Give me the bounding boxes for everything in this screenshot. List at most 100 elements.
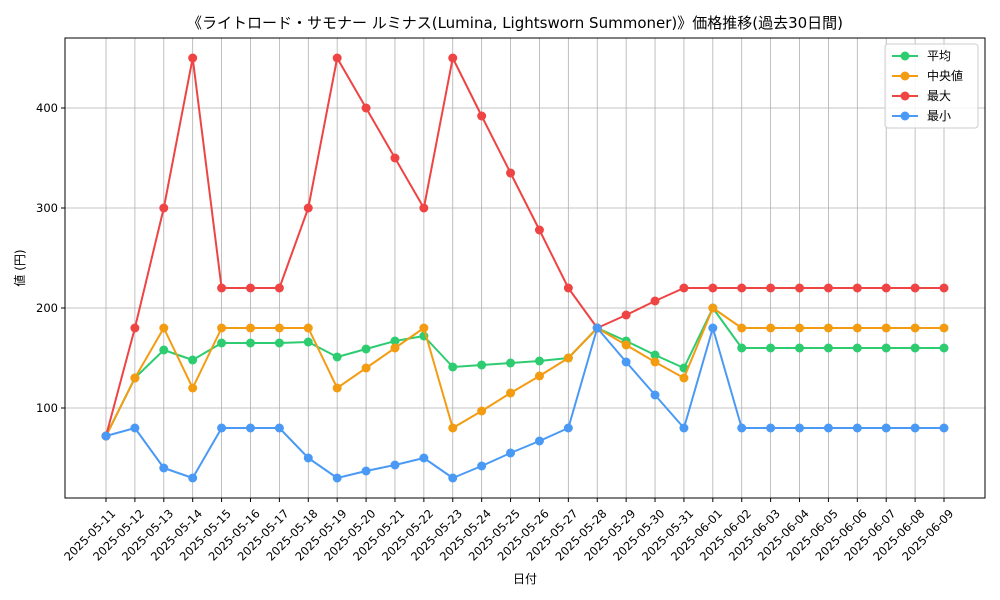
y-axis-label: 値 (円) [12, 249, 27, 286]
legend-swatch-marker [900, 51, 910, 61]
data-point [101, 431, 111, 441]
data-point [130, 423, 140, 433]
data-point [708, 323, 718, 333]
data-point [159, 203, 169, 213]
data-point [939, 423, 949, 433]
data-point [303, 453, 313, 463]
data-point [650, 357, 660, 367]
data-point [910, 283, 920, 293]
data-point [910, 343, 920, 353]
data-point [679, 283, 689, 293]
data-point [795, 323, 805, 333]
data-point [390, 343, 400, 353]
data-point [852, 283, 862, 293]
data-point [448, 423, 458, 433]
data-point [534, 371, 544, 381]
data-point [245, 283, 255, 293]
data-point [361, 466, 371, 476]
data-point [823, 423, 833, 433]
data-point [245, 338, 255, 348]
data-point [534, 356, 544, 366]
y-tick-label: 400 [36, 101, 58, 115]
series-line [105, 327, 944, 479]
data-point [766, 423, 776, 433]
data-point [881, 323, 891, 333]
data-point [332, 53, 342, 63]
data-point [419, 323, 429, 333]
data-point [188, 53, 198, 63]
data-point [795, 283, 805, 293]
series-line [105, 307, 944, 437]
y-axis-ticks: 100 200 300 400 [36, 101, 65, 415]
data-point [159, 323, 169, 333]
data-point [563, 423, 573, 433]
data-point [448, 362, 458, 372]
data-point [506, 448, 516, 458]
series-1 [101, 303, 949, 441]
data-point [448, 473, 458, 483]
data-point [881, 283, 891, 293]
data-point [939, 283, 949, 293]
series-line [105, 307, 944, 437]
data-point [737, 283, 747, 293]
data-point [621, 340, 631, 350]
series-layer [101, 53, 949, 483]
legend-item: 中央値 [892, 68, 963, 83]
data-point [390, 336, 400, 346]
data-point [188, 473, 198, 483]
data-point [795, 423, 805, 433]
data-point [303, 323, 313, 333]
chart-title: 《ライトロード・サモナー ルミナス(Lumina, Lightsworn Sum… [187, 14, 843, 32]
data-point [217, 423, 227, 433]
data-point [130, 323, 140, 333]
legend-label: 最小 [927, 109, 951, 123]
data-point [737, 423, 747, 433]
legend-swatch-marker [900, 71, 910, 81]
legend-item: 最小 [892, 109, 951, 123]
data-point [679, 373, 689, 383]
data-point [390, 460, 400, 470]
data-point [159, 463, 169, 473]
data-point [361, 344, 371, 354]
data-point [217, 338, 227, 348]
data-point [592, 323, 602, 333]
data-point [159, 345, 169, 355]
data-point [274, 423, 284, 433]
data-point [130, 373, 140, 383]
data-point [881, 343, 891, 353]
series-line [105, 57, 944, 437]
data-point [650, 390, 660, 400]
data-point [852, 323, 862, 333]
grid [65, 38, 985, 498]
legend-label: 平均 [927, 49, 951, 63]
legend-swatch-marker [900, 91, 910, 101]
data-point [823, 323, 833, 333]
data-point [477, 406, 487, 416]
data-point [939, 343, 949, 353]
legend-label: 最大 [927, 89, 951, 103]
data-point [217, 323, 227, 333]
data-point [361, 103, 371, 113]
data-point [274, 338, 284, 348]
series-3 [101, 323, 949, 483]
data-point [650, 350, 660, 360]
data-point [708, 283, 718, 293]
data-point [245, 323, 255, 333]
data-point [419, 453, 429, 463]
data-point [939, 323, 949, 333]
data-point [245, 423, 255, 433]
data-point [188, 355, 198, 365]
data-point [563, 283, 573, 293]
data-point [766, 323, 776, 333]
data-point [188, 383, 198, 393]
data-point [823, 283, 833, 293]
data-point [274, 323, 284, 333]
data-point [881, 423, 891, 433]
data-point [766, 283, 776, 293]
data-point [910, 423, 920, 433]
data-point [477, 111, 487, 121]
data-point [448, 53, 458, 63]
data-point [477, 461, 487, 471]
